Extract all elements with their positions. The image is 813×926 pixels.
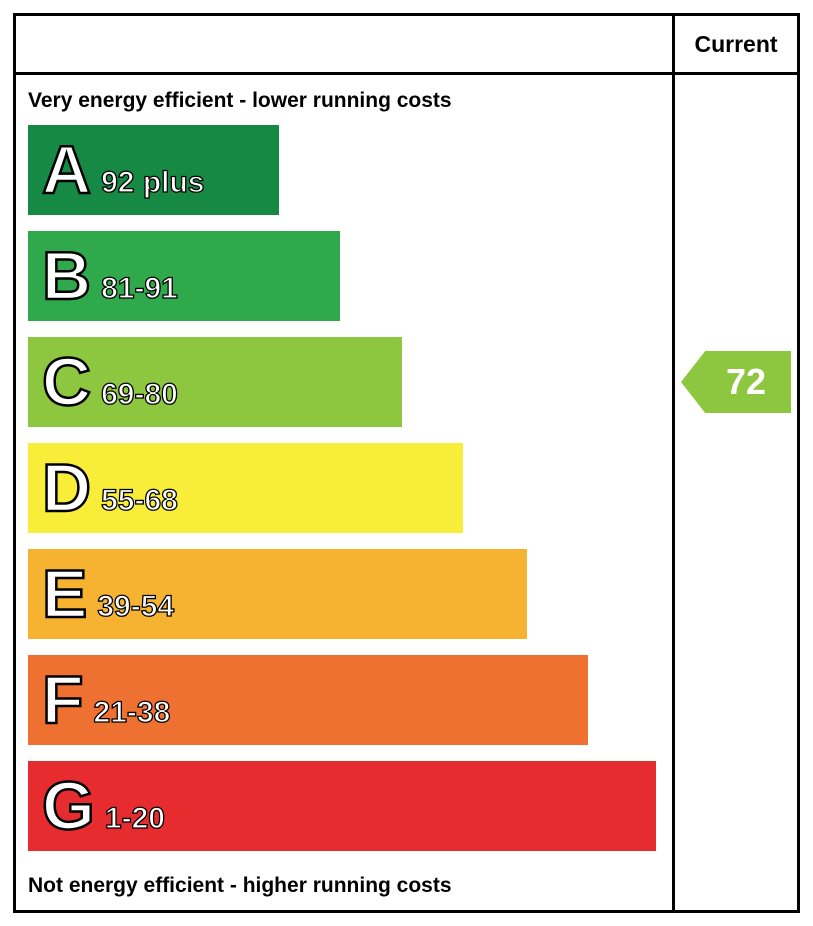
band-d: D 55-68 [28, 443, 463, 533]
band-letter-e: E [41, 555, 89, 634]
band-letter-b: B [41, 237, 93, 316]
band-range-d: 55-68 [100, 483, 178, 517]
band-letter-f: F [41, 661, 85, 740]
top-label: Very energy efficient - lower running co… [28, 89, 452, 112]
band-range-c: 69-80 [100, 377, 178, 411]
band-a: A 92 plus [28, 125, 280, 215]
band-g: G 1-20 [28, 761, 656, 851]
bands-panel: Very energy efficient - lower running co… [16, 75, 672, 910]
header-spacer [16, 16, 672, 72]
band-f: F 21-38 [28, 655, 589, 745]
band-range-a: 92 plus [100, 165, 205, 199]
chart-header-row: Current [16, 16, 797, 75]
band-letter-c: C [41, 343, 93, 422]
band-range-e: 39-54 [97, 589, 175, 623]
band-b: B 81-91 [28, 231, 341, 321]
band-range-g: 1-20 [104, 801, 165, 835]
bottom-label: Not energy efficient - higher running co… [28, 874, 452, 897]
current-column: 72 [672, 75, 797, 910]
current-rating-arrow: 72 [681, 351, 791, 413]
current-rating-value: 72 [725, 361, 767, 402]
band-letter-a: A [41, 131, 93, 210]
band-range-b: 81-91 [100, 271, 178, 305]
current-column-header: Current [672, 16, 797, 72]
band-letter-g: G [41, 767, 96, 846]
band-c: C 69-80 [28, 337, 402, 427]
chart-body: Very energy efficient - lower running co… [16, 75, 797, 910]
bands-container: A 92 plus B 81-91 C 69-80 D 55-68 E 39-54 F 21-38 G 1… [28, 125, 672, 851]
band-range-f: 21-38 [93, 695, 171, 729]
energy-efficiency-rating-chart: Current Very energy efficient - lower ru… [13, 13, 800, 913]
band-e: E 39-54 [28, 549, 528, 639]
band-letter-d: D [41, 449, 93, 528]
